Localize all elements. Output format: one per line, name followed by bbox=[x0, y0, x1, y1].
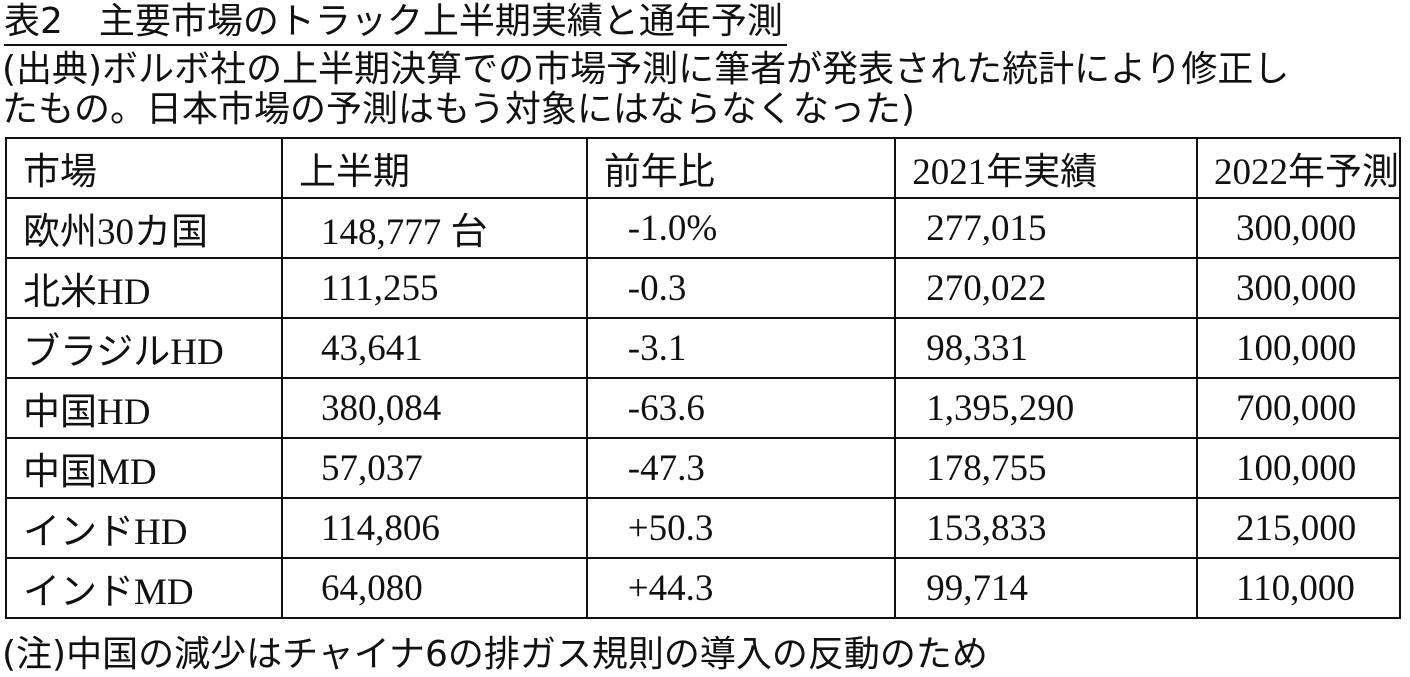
header-cell: 2021年実績 bbox=[894, 137, 1198, 199]
cell: 114,806 bbox=[281, 497, 588, 559]
cell: 380,084 bbox=[281, 377, 588, 439]
cell: -47.3 bbox=[585, 437, 897, 499]
cell: 153,833 bbox=[894, 497, 1198, 559]
cell: 欧州30カ国 bbox=[4, 197, 284, 259]
cell: 中国HD bbox=[4, 377, 284, 439]
source-line: (出典)ボルボ社の上半期決算での市場予測に筆者が発表された統計により修正し bbox=[2, 49, 1290, 90]
note: (注)中国の減少はチャイナ6の排ガス規則の導入の反動のため bbox=[2, 634, 988, 675]
row: インドMD 64,080 +44.3 99,714 110,000 bbox=[4, 557, 1401, 619]
row: ブラジルHD 43,641 -3.1 98,331 100,000 bbox=[4, 317, 1401, 379]
cell: -3.1 bbox=[585, 317, 897, 379]
cell: 277,015 bbox=[894, 197, 1198, 259]
cell: インドHD bbox=[4, 497, 284, 559]
cell: ブラジルHD bbox=[4, 317, 284, 379]
cell: 57,037 bbox=[281, 437, 588, 499]
table: 市場 上半期 前年比 2021年実績 2022年予測 欧州30カ国 148,777 台 -1.… bbox=[4, 137, 1401, 619]
cell: +50.3 bbox=[585, 497, 897, 559]
row: 北米HD 111,255 -0.3 270,022 300,000 bbox=[4, 257, 1401, 319]
cell: 1,395,290 bbox=[894, 377, 1198, 439]
cell: +44.3 bbox=[585, 557, 897, 619]
cell: 北米HD bbox=[4, 257, 284, 319]
cell: 100,000 bbox=[1196, 437, 1401, 499]
cell: 中国MD bbox=[4, 437, 284, 499]
title: 表2 主要市場のトラック上半期実績と通年予測 bbox=[4, 0, 787, 46]
cell: 64,080 bbox=[281, 557, 588, 619]
header-row: 市場 上半期 前年比 2021年実績 2022年予測 bbox=[4, 137, 1401, 199]
cell: 700,000 bbox=[1196, 377, 1401, 439]
cell: 98,331 bbox=[894, 317, 1198, 379]
cell: 148,777 台 bbox=[281, 197, 588, 259]
cell: 270,022 bbox=[894, 257, 1198, 319]
cell: 215,000 bbox=[1196, 497, 1401, 559]
cell: 110,000 bbox=[1196, 557, 1401, 619]
cell: 43,641 bbox=[281, 317, 588, 379]
cell: 300,000 bbox=[1196, 197, 1401, 259]
cell: 111,255 bbox=[281, 257, 588, 319]
header-cell: 市場 bbox=[4, 137, 284, 199]
row: 中国HD 380,084 -63.6 1,395,290 700,000 bbox=[4, 377, 1401, 439]
cell: -0.3 bbox=[585, 257, 897, 319]
cell: 100,000 bbox=[1196, 317, 1401, 379]
cell: -1.0% bbox=[585, 197, 897, 259]
row: インドHD 114,806 +50.3 153,833 215,000 bbox=[4, 497, 1401, 559]
cell: 300,000 bbox=[1196, 257, 1401, 319]
cell: 178,755 bbox=[894, 437, 1198, 499]
header-cell: 上半期 bbox=[281, 137, 588, 199]
source-line: たもの。日本市場の予測はもう対象にはならなくなった) bbox=[2, 89, 915, 130]
cell: 99,714 bbox=[894, 557, 1198, 619]
cell: インドMD bbox=[4, 557, 284, 619]
row: 中国MD 57,037 -47.3 178,755 100,000 bbox=[4, 437, 1401, 499]
header-cell: 2022年予測 bbox=[1196, 137, 1401, 199]
cell: -63.6 bbox=[585, 377, 897, 439]
header-cell: 前年比 bbox=[585, 137, 897, 199]
row: 欧州30カ国 148,777 台 -1.0% 277,015 300,000 bbox=[4, 197, 1401, 259]
